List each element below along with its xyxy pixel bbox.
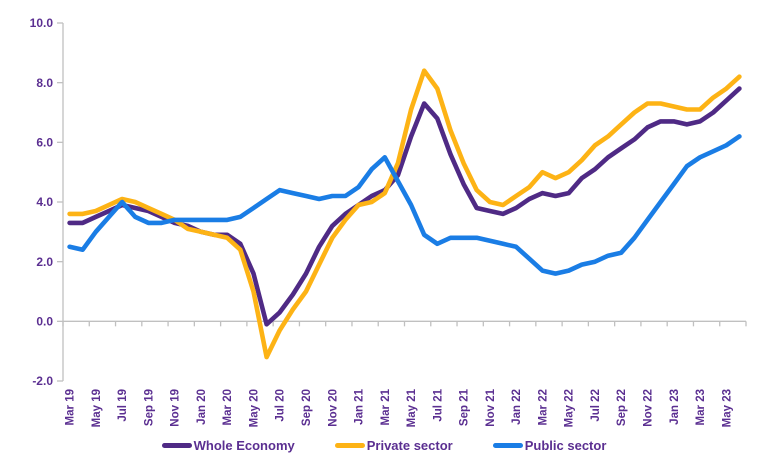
y-axis: 10.0 8.0 6.0 4.0 2.0 0.0 -2.0 [30, 16, 64, 388]
x-axis-tick-label: Jul 22 [590, 389, 602, 422]
legend-label-public-sector: Public sector [524, 438, 607, 453]
legend-item-whole-economy: Whole Economy [161, 438, 295, 453]
y-axis-tick-label: 6.0 [36, 136, 53, 150]
x-axis-tick-label: Sep 20 [301, 389, 313, 426]
y-axis-tick-label: 10.0 [30, 16, 54, 30]
private-sector-line-swatch [334, 443, 365, 448]
x-axis-tick-label: Mar 23 [695, 389, 707, 425]
x-axis-labels: Mar 19 May 19 Jul 19 Sep 19 Nov 19 Jan 20 Mar … [65, 388, 734, 427]
x-axis-tick-label: Sep 19 [143, 389, 155, 426]
x-axis-tick-label: Jan 20 [196, 389, 208, 425]
chart-legend: Whole Economy Private sector Public sect… [0, 438, 768, 453]
y-axis-tick-label: -2.0 [32, 374, 53, 388]
x-axis-tick-label: Jul 20 [275, 389, 287, 422]
x-axis-tick-label: Nov 22 [642, 389, 654, 427]
legend-label-whole-economy: Whole Economy [193, 438, 295, 453]
series-line-whole-economy [67, 86, 742, 327]
y-axis-tick-label: 0.0 [36, 315, 53, 329]
y-axis-tick-label: 4.0 [36, 195, 53, 209]
x-axis-tick-label: Jan 23 [669, 389, 681, 425]
public-sector-line-swatch [492, 443, 523, 448]
x-axis-tick-label: Nov 20 [327, 389, 339, 427]
legend-item-private-sector: Private sector [334, 438, 453, 453]
series-line-private-sector [67, 68, 742, 360]
x-axis-tick-label: Nov 19 [170, 389, 182, 427]
x-axis-tick-label: Jul 21 [432, 388, 444, 421]
whole-economy-line-swatch [161, 443, 192, 448]
x-axis-tick-label: Mar 20 [222, 389, 234, 425]
x-axis-tick-label: Jan 21 [354, 388, 366, 424]
x-axis-tick-label: Sep 22 [616, 389, 628, 426]
x-axis-tick-label: Jan 22 [511, 389, 523, 425]
x-axis-tick-label: May 23 [721, 389, 733, 427]
x-axis-tick-label: Nov 21 [485, 388, 497, 426]
y-axis-tick-label: 2.0 [36, 255, 53, 269]
x-axis-tick-label: Mar 19 [65, 389, 77, 425]
x-axis-tick-label: Mar 21 [380, 388, 392, 425]
legend-item-public-sector: Public sector [492, 438, 607, 453]
x-axis-tick-label: May 20 [248, 389, 260, 427]
x-axis-tick-label: May 21 [406, 388, 418, 427]
x-axis-tick-label: Sep 21 [459, 388, 471, 426]
x-axis [62, 320, 747, 327]
y-axis-tick-label: 8.0 [36, 76, 53, 90]
x-axis-tick-label: May 19 [91, 389, 103, 427]
x-axis-tick-label: May 22 [564, 389, 576, 427]
x-axis-tick-label: Jul 19 [117, 389, 129, 422]
legend-label-private-sector: Private sector [366, 438, 453, 453]
x-axis-tick-label: Mar 22 [537, 389, 549, 425]
series-line-public-sector [67, 134, 742, 276]
